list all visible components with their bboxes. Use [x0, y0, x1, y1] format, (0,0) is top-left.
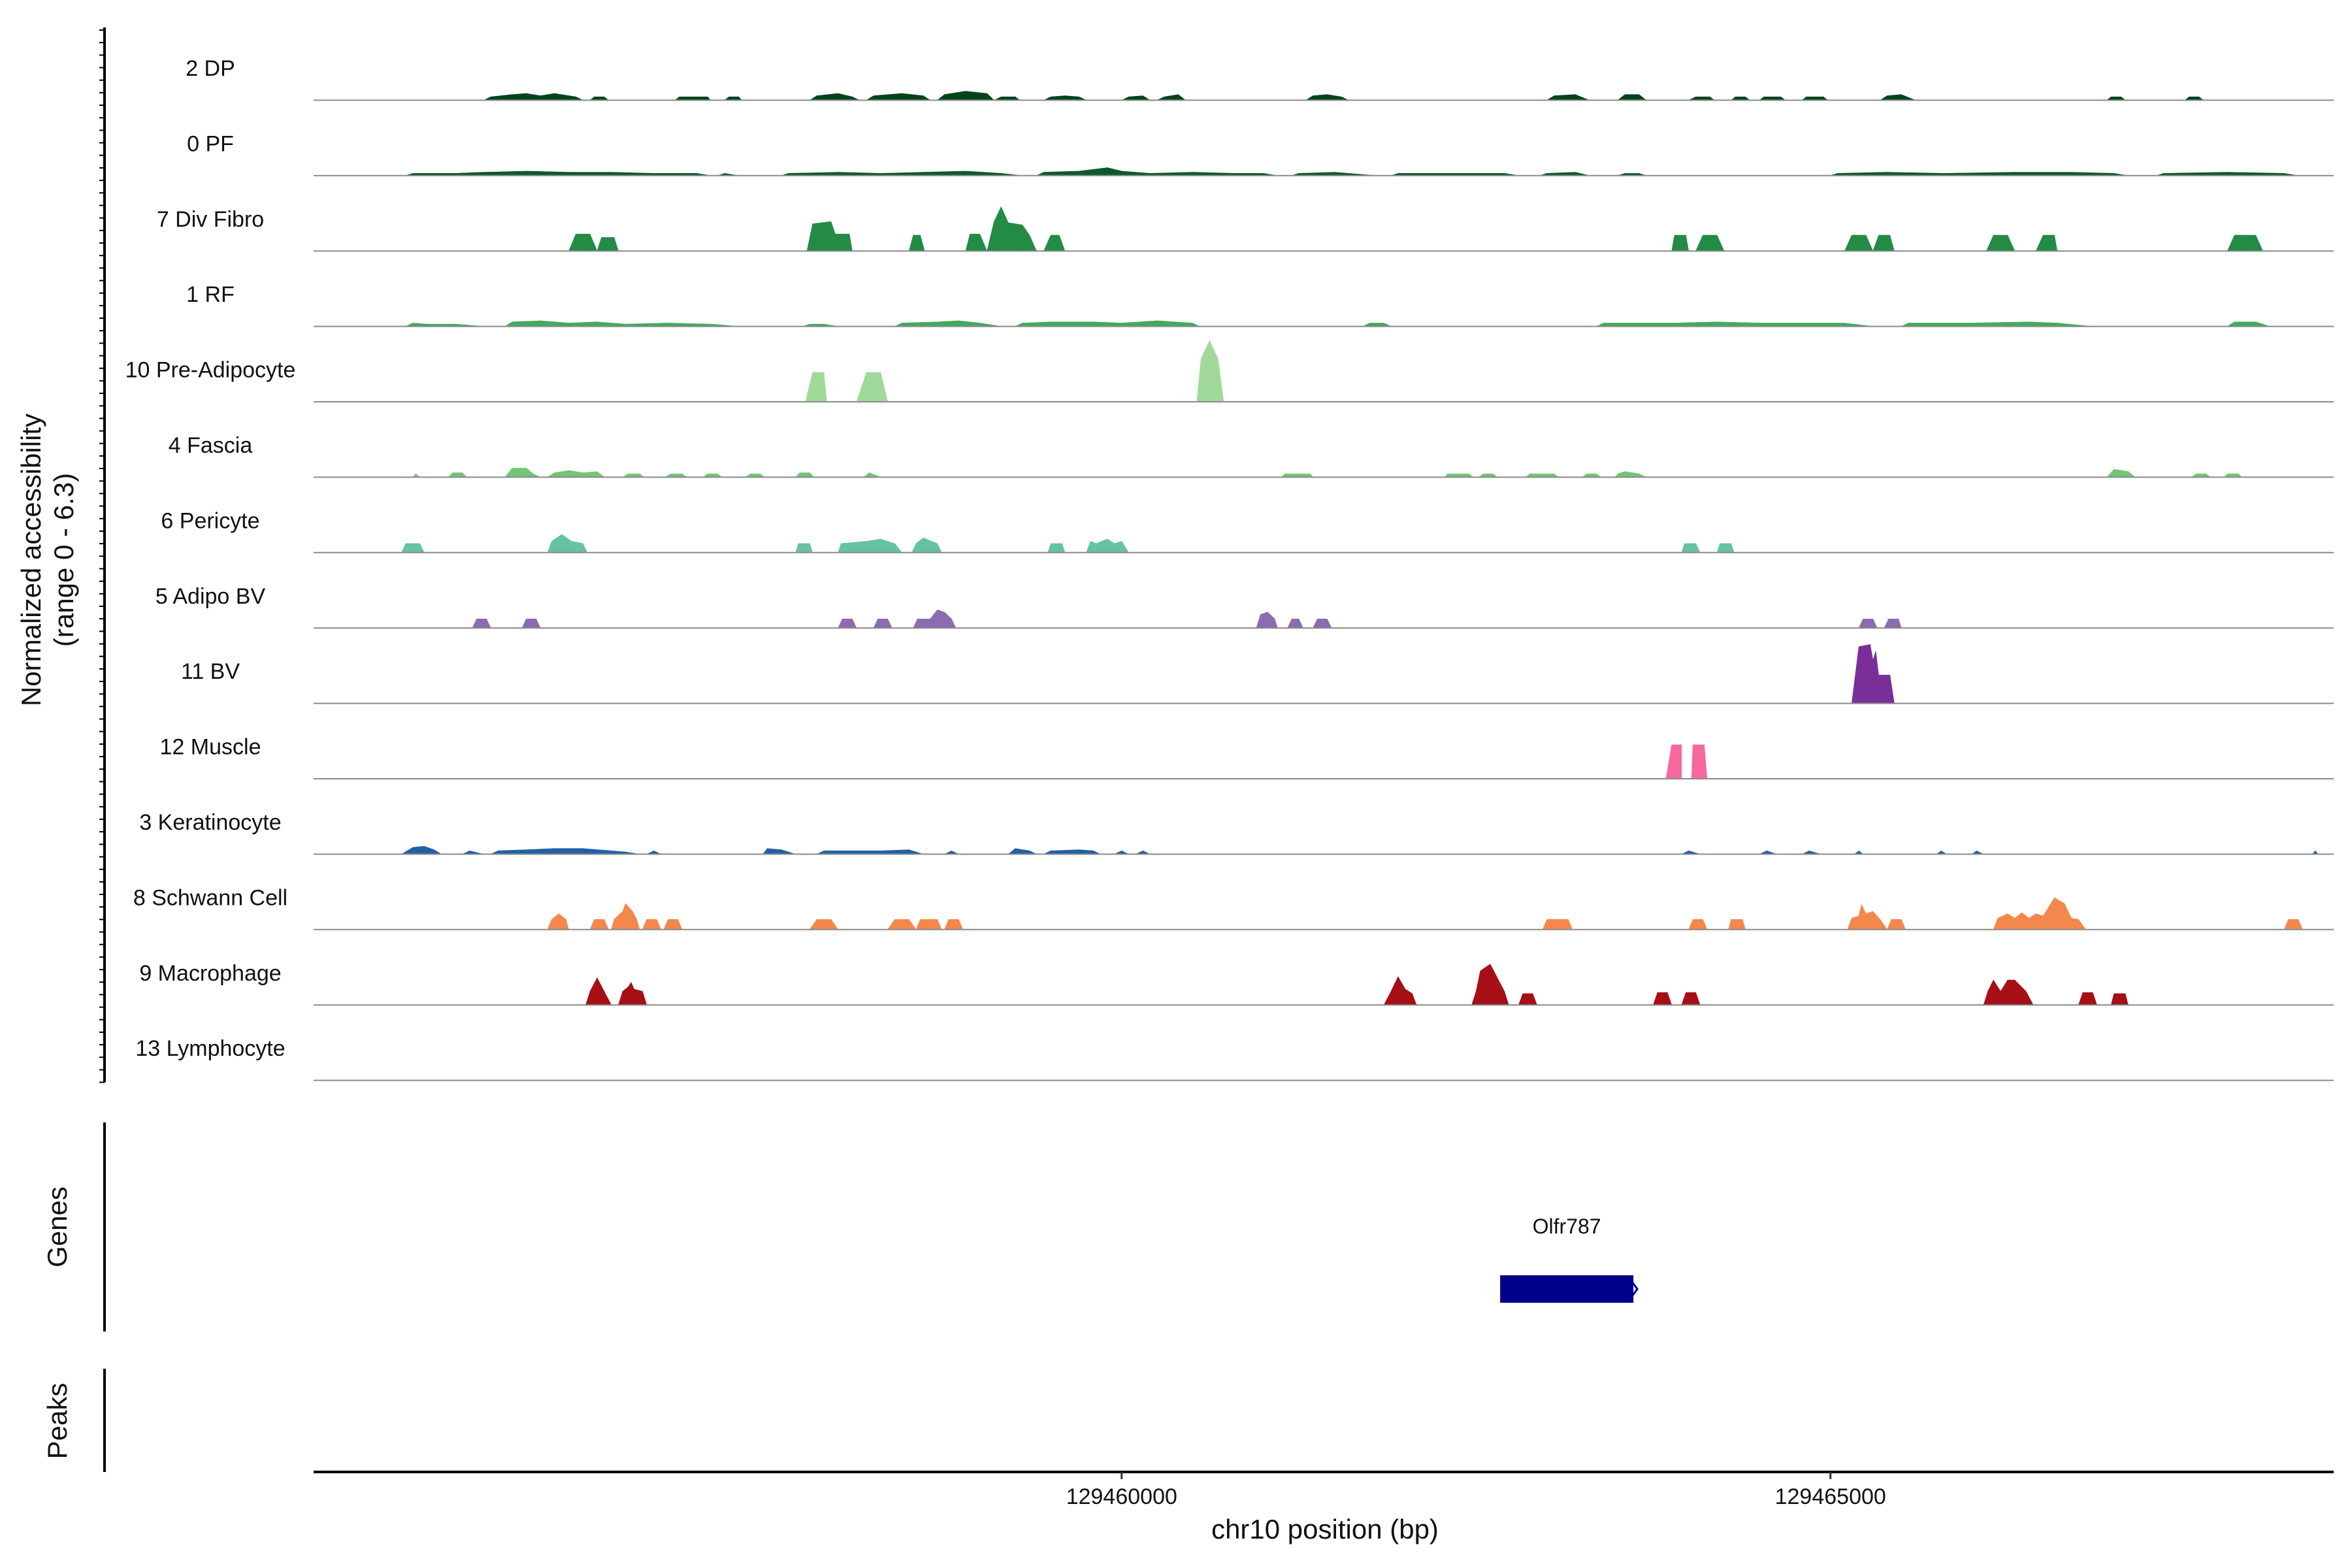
- track-label: 4 Fascia: [169, 433, 253, 458]
- gene-strand-arrow: [1631, 1281, 1639, 1297]
- track-label: 7 Div Fibro: [157, 207, 264, 232]
- track-label: 11 BV: [181, 659, 240, 684]
- track-3-keratinocyte: 3 Keratinocyte: [139, 810, 2334, 855]
- track-8-schwann-cell: 8 Schwann Cell: [133, 885, 2334, 930]
- y-axis-title: Normalized accessibility (range 0 - 6.3): [16, 414, 79, 706]
- track-label: 5 Adipo BV: [155, 584, 266, 609]
- track-1-rf: 1 RF: [186, 282, 2334, 327]
- coverage-area-5-adipo-bv: [472, 610, 1902, 629]
- coverage-area-2-dp: [483, 91, 2204, 101]
- y-axis-title-line-2: (range 0 - 6.3): [48, 473, 79, 647]
- track-label: 10 Pre-Adipocyte: [125, 358, 296, 383]
- track-label: 6 Pericyte: [161, 508, 259, 533]
- track-label: 8 Schwann Cell: [133, 885, 287, 910]
- coverage-area-6-pericyte: [401, 534, 1735, 553]
- track-label: 3 Keratinocyte: [139, 810, 281, 835]
- genes-panel: Genes Olfr787: [42, 1122, 1639, 1331]
- track-label: 1 RF: [186, 282, 235, 307]
- peaks-panel-title: Peaks: [42, 1383, 73, 1460]
- coverage-area-1-rf: [405, 320, 2270, 327]
- track-6-pericyte: 6 Pericyte: [161, 508, 2334, 553]
- x-tick-label: 129465000: [1775, 1484, 1886, 1509]
- coverage-area-0-pf: [405, 167, 2298, 176]
- track-13-lymphocyte: 13 Lymphocyte: [135, 1036, 2334, 1081]
- track-4-fascia: 4 Fascia: [169, 433, 2334, 478]
- coverage-area-4-fascia: [412, 468, 2242, 478]
- track-0-pf: 0 PF: [187, 131, 2334, 176]
- track-11-bv: 11 BV: [181, 644, 2334, 704]
- coverage-area-8-schwann-cell: [547, 897, 2303, 930]
- x-axis-title: chr10 position (bp): [1211, 1514, 1439, 1544]
- x-axis: chr10 position (bp) 129460000 129465000: [314, 1471, 2334, 1544]
- track-label: 0 PF: [187, 131, 234, 156]
- coverage-area-7-div-fibro: [568, 206, 2263, 252]
- coverage-tracks: 2 DP 0 PF 7 Div Fibro 1 RF 10 Pre-Adipocyte 4…: [125, 56, 2334, 1081]
- coverage-area-9-macrophage: [585, 964, 2129, 1005]
- track-label: 2 DP: [186, 56, 235, 81]
- coverage-area-3-keratinocyte: [400, 845, 2319, 855]
- gene-label: Olfr787: [1533, 1215, 1601, 1238]
- track-7-div-fibro: 7 Div Fibro: [157, 206, 2334, 252]
- track-2-dp: 2 DP: [186, 56, 2334, 101]
- peaks-panel: Peaks: [42, 1369, 106, 1472]
- track-label: 13 Lymphocyte: [135, 1036, 285, 1061]
- track-9-macrophage: 9 Macrophage: [139, 961, 2334, 1006]
- coverage-area-11-bv: [1851, 644, 1895, 704]
- gene-olfr787: Olfr787: [1500, 1215, 1639, 1303]
- track-label: 12 Muscle: [160, 735, 261, 760]
- y-axis-title-line-1: Normalized accessibility: [16, 414, 46, 706]
- x-tick-label: 129460000: [1066, 1484, 1177, 1509]
- track-label: 9 Macrophage: [139, 961, 281, 986]
- coverage-area-12-muscle: [1665, 744, 1708, 779]
- gene-body: [1500, 1275, 1634, 1303]
- coverage-area-10-pre-adipocyte: [805, 340, 1224, 402]
- track-5-adipo-bv: 5 Adipo BV: [155, 584, 2334, 629]
- genes-panel-title: Genes: [42, 1186, 73, 1267]
- track-10-pre-adipocyte: 10 Pre-Adipocyte: [125, 340, 2334, 402]
- track-12-muscle: 12 Muscle: [160, 735, 2334, 779]
